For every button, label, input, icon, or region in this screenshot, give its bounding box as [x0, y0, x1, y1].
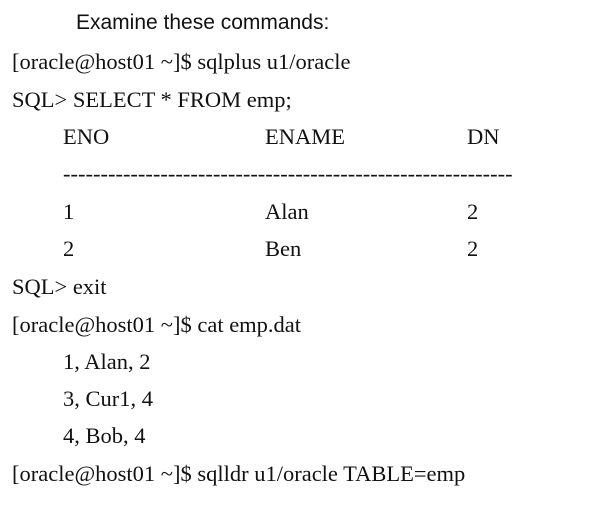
result-cell-eno: 2	[63, 236, 75, 261]
column-header-dn: DN	[467, 124, 500, 149]
exit-line: SQL> exit	[12, 274, 107, 299]
question-heading: Examine these commands:	[76, 11, 330, 34]
select-query-line: SQL> SELECT * FROM emp;	[12, 87, 292, 112]
result-cell-eno: 1	[63, 199, 75, 224]
data-file-line: 3, Cur1, 4	[63, 386, 153, 411]
result-cell-dn: 2	[467, 236, 479, 261]
sqlldr-command-line: [oracle@host01 ~]$ sqlldr u1/oracle TABL…	[12, 461, 466, 486]
data-file-line: 4, Bob, 4	[63, 423, 146, 448]
result-separator-line: ----------------------------------------…	[63, 161, 513, 186]
result-cell-ename: Alan	[265, 199, 309, 224]
result-cell-ename: Ben	[265, 236, 302, 261]
cat-command-line: [oracle@host01 ~]$ cat emp.dat	[12, 312, 302, 337]
result-cell-dn: 2	[467, 199, 479, 224]
column-header-eno: ENO	[63, 124, 110, 149]
column-header-ename: ENAME	[265, 124, 345, 149]
data-file-line: 1, Alan, 2	[63, 349, 151, 374]
sqlplus-login-line: [oracle@host01 ~]$ sqlplus u1/oracle	[12, 49, 351, 74]
